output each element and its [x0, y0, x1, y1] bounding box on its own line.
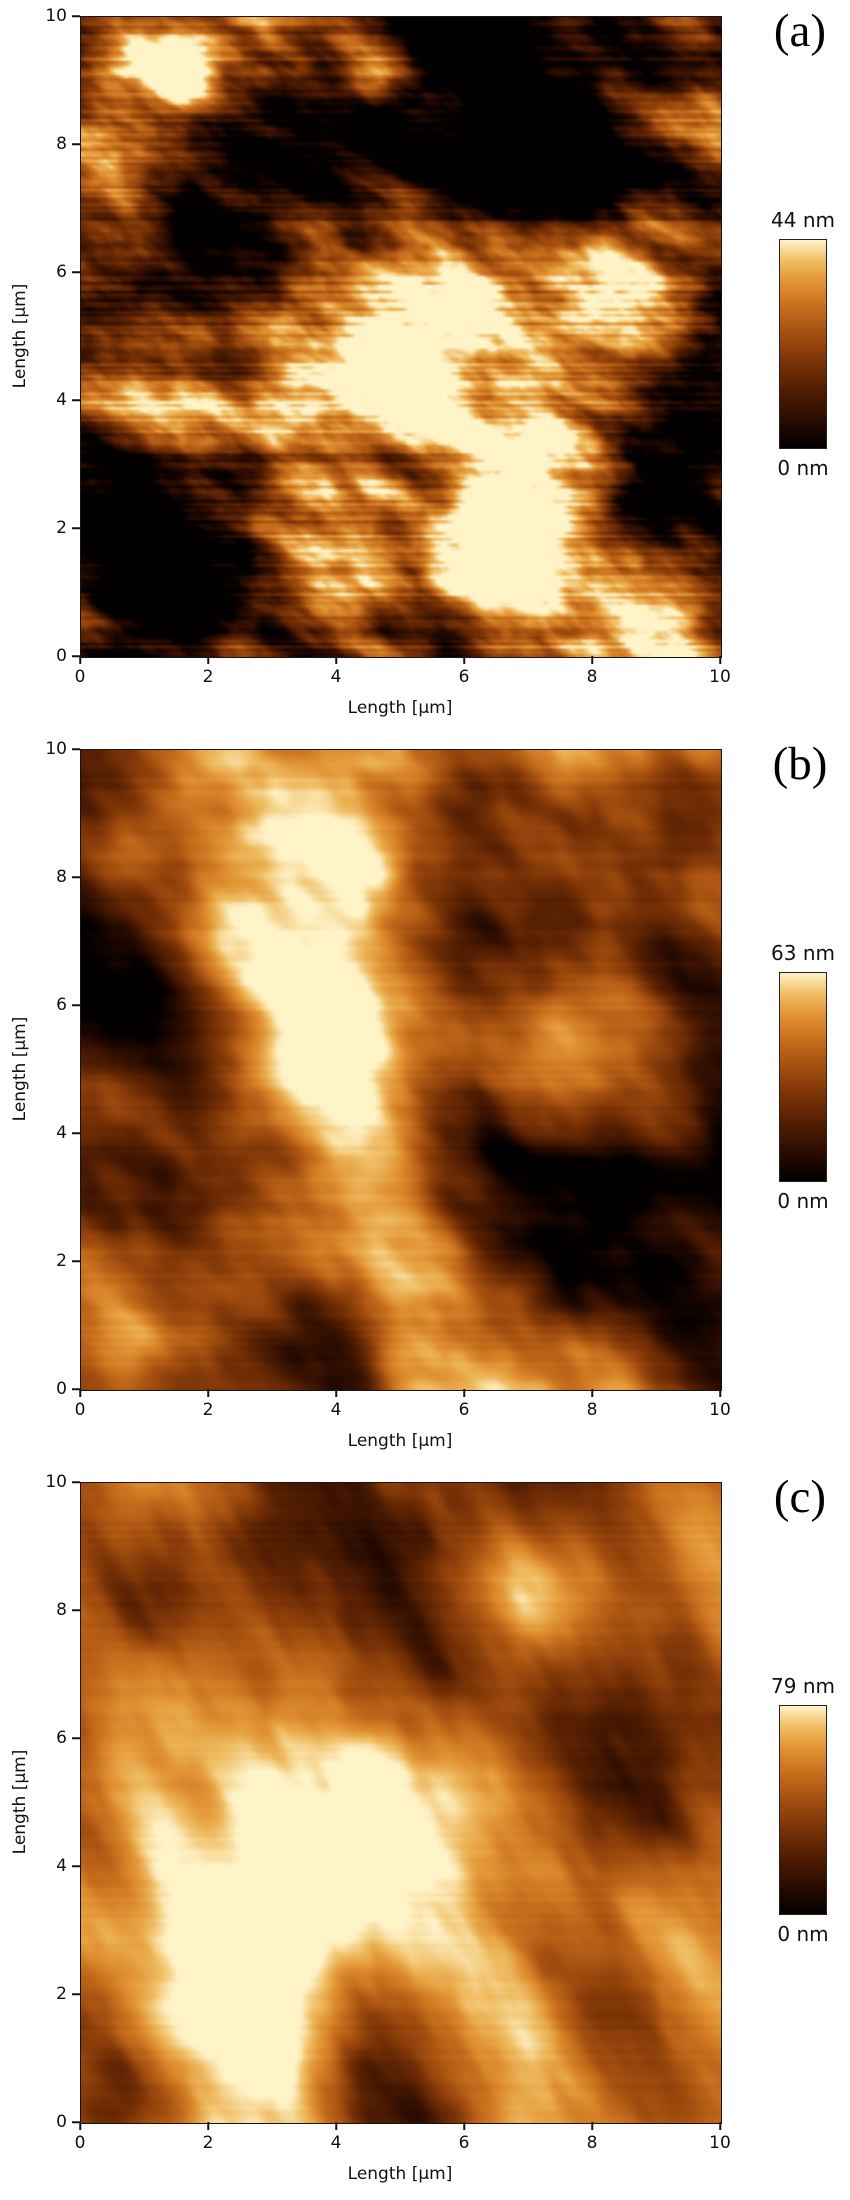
y-tick-label: 6 — [56, 1728, 67, 1748]
x-tick-label: 6 — [458, 2133, 470, 2153]
y-tick-mark — [72, 1260, 80, 1262]
panel-label-b: (b) — [772, 738, 828, 790]
afm-topography-canvas-c — [81, 1483, 721, 2123]
y-tick-mark — [72, 15, 80, 17]
y-tick-label: 2 — [56, 518, 67, 538]
y-tick-label: 2 — [56, 1984, 67, 2004]
panel-label-a: (a) — [773, 5, 827, 57]
y-tick-mark — [72, 876, 80, 878]
y-tick-mark — [72, 1388, 80, 1390]
x-axis-title: Length [µm] — [347, 698, 453, 718]
y-tick-label: 4 — [56, 1856, 67, 1876]
y-tick-label: 4 — [56, 390, 67, 410]
x-tick-label: 2 — [202, 2133, 214, 2153]
x-axis-title: Length [µm] — [347, 1431, 453, 1451]
y-tick-mark — [72, 1609, 80, 1611]
x-tick-label: 2 — [202, 667, 214, 687]
y-tick-label: 0 — [56, 2112, 67, 2132]
afm-panel-c: Length [µm] 0 2 4 6 8 10 0 2 4 6 8 10 Length [µm] (… — [0, 1466, 850, 2199]
afm-image-b — [80, 749, 722, 1391]
y-tick-label: 0 — [56, 646, 67, 666]
x-tick-label: 4 — [330, 667, 342, 687]
afm-topography-canvas-a — [81, 17, 721, 657]
colorbar-max-label: 63 nm — [771, 941, 835, 965]
colorbar-gradient — [779, 972, 827, 1182]
y-tick-label: 6 — [56, 995, 67, 1015]
x-tick-label: 8 — [586, 1400, 598, 1420]
x-axis-title: Length [µm] — [347, 2164, 453, 2184]
y-tick-mark — [72, 271, 80, 273]
afm-panel-a: Length [µm] 0 2 4 6 8 10 0 2 4 6 8 10 Length [µm] (… — [0, 0, 850, 733]
afm-image-a — [80, 16, 722, 658]
x-tick-label: 4 — [330, 1400, 342, 1420]
y-tick-label: 10 — [45, 739, 67, 759]
afm-panel-b: Length [µm] 0 2 4 6 8 10 0 2 4 6 8 10 Length [µm] (… — [0, 733, 850, 1466]
y-tick-mark — [72, 1737, 80, 1739]
panel-label-c: (c) — [773, 1471, 827, 1523]
y-tick-label: 8 — [56, 134, 67, 154]
y-tick-mark — [72, 527, 80, 529]
x-tick-label: 10 — [709, 2133, 731, 2153]
x-tick-label: 6 — [458, 667, 470, 687]
colorbar-gradient — [779, 1705, 827, 1915]
x-tick-label: 0 — [74, 1400, 86, 1420]
y-tick-mark — [72, 1993, 80, 1995]
x-tick-label: 8 — [586, 2133, 598, 2153]
colorbar-a: 44 nm 0 nm — [762, 208, 844, 480]
y-tick-label: 8 — [56, 867, 67, 887]
colorbar-min-label: 0 nm — [777, 456, 829, 480]
y-tick-mark — [72, 1481, 80, 1483]
y-tick-label: 6 — [56, 262, 67, 282]
colorbar-min-label: 0 nm — [777, 1189, 829, 1213]
colorbar-gradient — [779, 239, 827, 449]
afm-image-c — [80, 1482, 722, 2124]
y-axis-title: Length [µm] — [10, 1016, 30, 1122]
y-tick-label: 2 — [56, 1251, 67, 1271]
y-tick-label: 4 — [56, 1123, 67, 1143]
y-tick-mark — [72, 655, 80, 657]
colorbar-max-label: 44 nm — [771, 208, 835, 232]
y-tick-mark — [72, 399, 80, 401]
x-tick-label: 0 — [74, 2133, 86, 2153]
colorbar-b: 63 nm 0 nm — [762, 941, 844, 1213]
y-tick-mark — [72, 143, 80, 145]
y-tick-label: 8 — [56, 1600, 67, 1620]
x-tick-label: 8 — [586, 667, 598, 687]
y-tick-label: 0 — [56, 1379, 67, 1399]
x-tick-label: 10 — [709, 1400, 731, 1420]
colorbar-c: 79 nm 0 nm — [762, 1674, 844, 1946]
y-tick-mark — [72, 1004, 80, 1006]
y-tick-mark — [72, 1132, 80, 1134]
y-tick-mark — [72, 748, 80, 750]
x-tick-label: 0 — [74, 667, 86, 687]
x-tick-label: 4 — [330, 2133, 342, 2153]
x-tick-label: 2 — [202, 1400, 214, 1420]
y-axis-title: Length [µm] — [10, 1749, 30, 1855]
x-tick-label: 10 — [709, 667, 731, 687]
y-tick-mark — [72, 1865, 80, 1867]
y-axis-title: Length [µm] — [10, 283, 30, 389]
colorbar-max-label: 79 nm — [771, 1674, 835, 1698]
y-tick-label: 10 — [45, 6, 67, 26]
y-tick-mark — [72, 2121, 80, 2123]
y-tick-label: 10 — [45, 1472, 67, 1492]
afm-topography-canvas-b — [81, 750, 721, 1390]
colorbar-min-label: 0 nm — [777, 1922, 829, 1946]
x-tick-label: 6 — [458, 1400, 470, 1420]
